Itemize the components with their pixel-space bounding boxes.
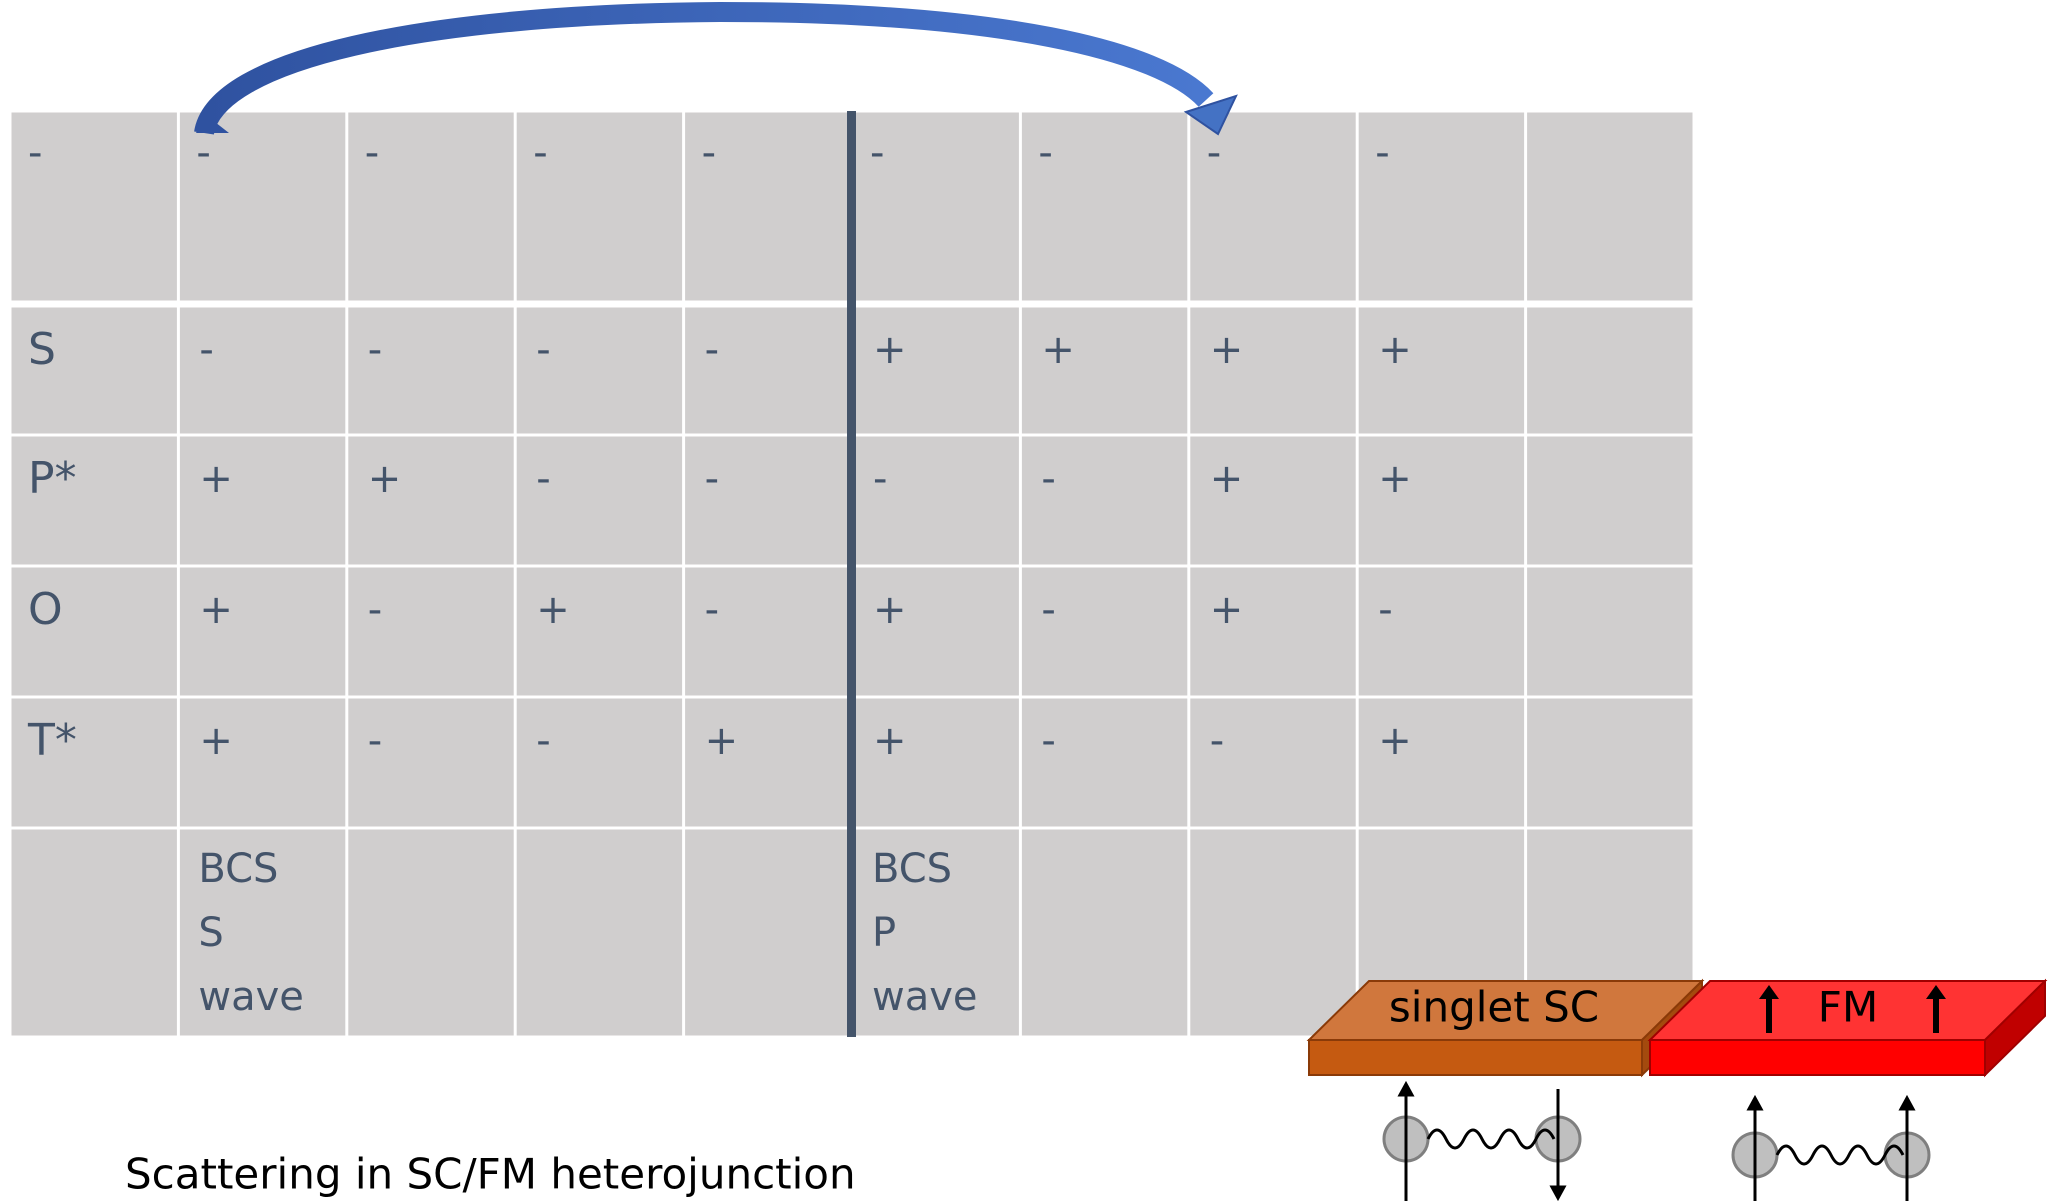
cell <box>517 830 682 1036</box>
sign: + <box>1210 456 1244 502</box>
sign: + <box>1378 327 1412 373</box>
cell <box>1022 830 1187 1036</box>
sign: + <box>873 718 907 764</box>
sign: + <box>1210 327 1244 373</box>
sign: - <box>536 718 550 764</box>
header-sign: - <box>28 130 42 176</box>
cell <box>1527 113 1692 301</box>
junction: singlet SC FM <box>1309 981 2045 1075</box>
sign: - <box>705 456 719 502</box>
sign: - <box>1210 718 1224 764</box>
sign: - <box>1041 456 1055 502</box>
sc-label: singlet SC <box>1389 983 1599 1032</box>
cell <box>1527 308 1692 434</box>
sign: + <box>536 587 570 633</box>
row-label: T* <box>27 715 77 766</box>
footer-text: S <box>198 910 223 956</box>
sign: + <box>705 718 739 764</box>
header-sign: - <box>365 130 379 176</box>
sign: - <box>1041 587 1055 633</box>
footer-text: wave <box>872 974 978 1020</box>
cell <box>1527 437 1692 565</box>
sign: - <box>368 587 382 633</box>
sign: - <box>536 327 550 373</box>
sign: + <box>199 718 233 764</box>
sign: + <box>1378 718 1412 764</box>
sign: - <box>368 327 382 373</box>
cell <box>1527 568 1692 696</box>
row-label: O <box>28 584 63 635</box>
footer-text: P <box>872 910 896 956</box>
caption: Scattering in SC/FM heterojunction <box>125 1150 856 1199</box>
cell <box>685 830 850 1036</box>
sign: - <box>1041 718 1055 764</box>
sign: - <box>1378 587 1392 633</box>
row-label: P* <box>28 453 77 504</box>
sign: - <box>873 456 887 502</box>
sign: + <box>873 327 907 373</box>
cell <box>12 830 177 1036</box>
cell <box>1527 699 1692 827</box>
header-sign: - <box>1038 130 1052 176</box>
cell <box>1190 830 1355 1036</box>
header-sign: - <box>1207 130 1221 176</box>
header-sign: - <box>702 130 716 176</box>
cell <box>348 830 513 1036</box>
cooper-pairs <box>1384 1084 1929 1201</box>
fm-label: FM <box>1818 983 1878 1032</box>
sign: - <box>705 587 719 633</box>
sign: - <box>705 327 719 373</box>
sign: - <box>536 456 550 502</box>
footer-text: wave <box>198 974 304 1020</box>
header-sign: - <box>533 130 547 176</box>
divider <box>847 111 856 1037</box>
row-label: S <box>28 324 56 375</box>
sign: + <box>1210 587 1244 633</box>
sign: + <box>1378 456 1412 502</box>
sign: + <box>1041 327 1075 373</box>
footer-text: BCS <box>198 846 278 892</box>
sign: - <box>368 718 382 764</box>
header-sign: - <box>1375 130 1389 176</box>
sign: + <box>199 456 233 502</box>
page: - - - - - - - - - S - - - - + + + + P* + + - - - - + + O + - + - + - + - T* +… <box>0 0 2052 1201</box>
sign: - <box>199 327 213 373</box>
header-sign: - <box>870 130 884 176</box>
header-sign: - <box>196 130 210 176</box>
sign: + <box>199 587 233 633</box>
footer-text: BCS <box>872 846 952 892</box>
sign: + <box>368 456 402 502</box>
sign: + <box>873 587 907 633</box>
